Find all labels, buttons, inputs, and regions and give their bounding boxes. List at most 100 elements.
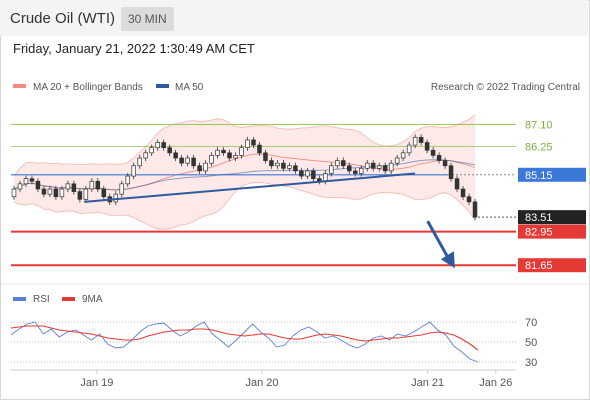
candle-body: [47, 188, 53, 195]
candle-body: [197, 165, 202, 172]
price-tags: 87.10 86.25 85.15 83.51 82.95 81.65: [518, 119, 586, 273]
candle-body: [263, 152, 268, 161]
candle-body: [113, 193, 119, 203]
instrument-title: Crude Oil (WTI): [10, 10, 115, 27]
candle-body: [41, 188, 47, 195]
candle-body: [329, 165, 334, 174]
candle-body: [275, 162, 280, 167]
rsi-tick-70: 70: [525, 317, 537, 329]
x-axis: Jan 19 Jan 20 Jan 21 Jan 26: [80, 370, 512, 389]
candle-body: [191, 157, 196, 167]
candle-body: [137, 157, 142, 167]
candle-body: [71, 183, 77, 192]
candle-body: [442, 160, 448, 167]
candle-body: [299, 170, 304, 177]
price-tag-bg-81-65: [518, 258, 586, 273]
watermark: Research © 2022 Trading Central: [431, 82, 580, 93]
candle-body: [245, 139, 250, 149]
candle-body: [167, 147, 172, 154]
candle-body: [155, 142, 160, 149]
candle-body: [239, 147, 244, 156]
x-tick-label: Jan 21: [411, 377, 444, 389]
candle-body: [59, 188, 65, 198]
candle-body: [454, 178, 460, 190]
candle-body: [215, 149, 220, 156]
candle-body: [293, 165, 298, 172]
resistance-label-87-10: 87.10: [525, 119, 553, 131]
candle-body: [335, 160, 340, 167]
candle-body: [257, 144, 262, 154]
candle-body: [281, 162, 286, 169]
chart-header: Crude Oil (WTI) 30 MIN: [0, 0, 588, 36]
candle-body: [418, 136, 424, 143]
rsi-panel: 70 50 30: [10, 317, 537, 369]
bollinger-bands: [13, 114, 476, 230]
candle-body: [149, 147, 154, 154]
candle-body: [53, 188, 59, 198]
price-tag-bg-85-15: [518, 167, 586, 182]
candle-body: [209, 155, 214, 164]
candle-body: [233, 155, 238, 159]
ma50-legend-label: MA 50: [175, 82, 204, 93]
price-tag-bg-82-95: [518, 224, 586, 239]
timeframe-badge[interactable]: 30 MIN: [121, 7, 174, 31]
candle-body: [125, 175, 131, 185]
rsi-ma-legend-label: 9MA: [82, 294, 103, 305]
candle-body: [143, 152, 148, 159]
bollinger-legend-label: MA 20 + Bollinger Bands: [33, 82, 143, 93]
candle-body: [227, 152, 232, 159]
candle-body: [29, 178, 35, 182]
bollinger-upper: [13, 114, 476, 177]
candle-body: [364, 162, 370, 169]
candle-body: [305, 170, 310, 177]
candle-body: [161, 142, 166, 149]
candle-body: [101, 188, 107, 198]
candle-body: [77, 191, 83, 200]
bollinger-band-fill: [14, 114, 475, 230]
candle-body: [472, 201, 478, 218]
rsi-ma-legend-swatch: [62, 297, 75, 301]
bollinger-legend-swatch: [13, 84, 26, 88]
x-tick-label: Jan 26: [479, 377, 512, 389]
x-tick-label: Jan 20: [245, 377, 278, 389]
candles: [11, 134, 478, 221]
candle-body: [83, 188, 89, 200]
candle-body: [119, 183, 125, 195]
candle-body: [251, 139, 256, 146]
candle-body: [65, 183, 71, 190]
candle-body: [347, 165, 352, 172]
candle-body: [382, 165, 388, 172]
price-tag-83-51: 83.51: [525, 212, 553, 224]
candle-body: [11, 188, 17, 198]
candle-body: [203, 162, 208, 172]
candle-body: [352, 170, 358, 174]
candle-body: [376, 165, 382, 169]
candle-body: [430, 149, 436, 156]
candle-body: [131, 165, 137, 177]
candle-body: [269, 160, 274, 167]
candle-body: [400, 152, 406, 159]
rsi-legend-swatch: [13, 297, 26, 301]
candle-body: [394, 157, 400, 164]
candle-body: [23, 178, 29, 185]
candle-body: [466, 196, 472, 203]
candle-body: [448, 165, 454, 180]
candle-body: [95, 180, 101, 190]
candle-body: [185, 157, 190, 164]
price-tag-81-65: 81.65: [525, 260, 553, 272]
candle-body: [406, 144, 412, 154]
candle-body: [388, 162, 394, 172]
rsi-tick-30: 30: [525, 357, 537, 369]
rsi-tick-50: 50: [525, 337, 537, 349]
x-tick-label: Jan 19: [80, 377, 113, 389]
trendline: [84, 172, 455, 269]
support-trendline: [84, 172, 416, 203]
candle-body: [341, 160, 346, 167]
candle-body: [424, 142, 430, 151]
candle-body: [412, 136, 418, 146]
candle-body: [460, 188, 466, 198]
ma50-legend-swatch: [156, 84, 169, 88]
candle-body: [89, 180, 95, 190]
rsi-line: [10, 321, 479, 363]
